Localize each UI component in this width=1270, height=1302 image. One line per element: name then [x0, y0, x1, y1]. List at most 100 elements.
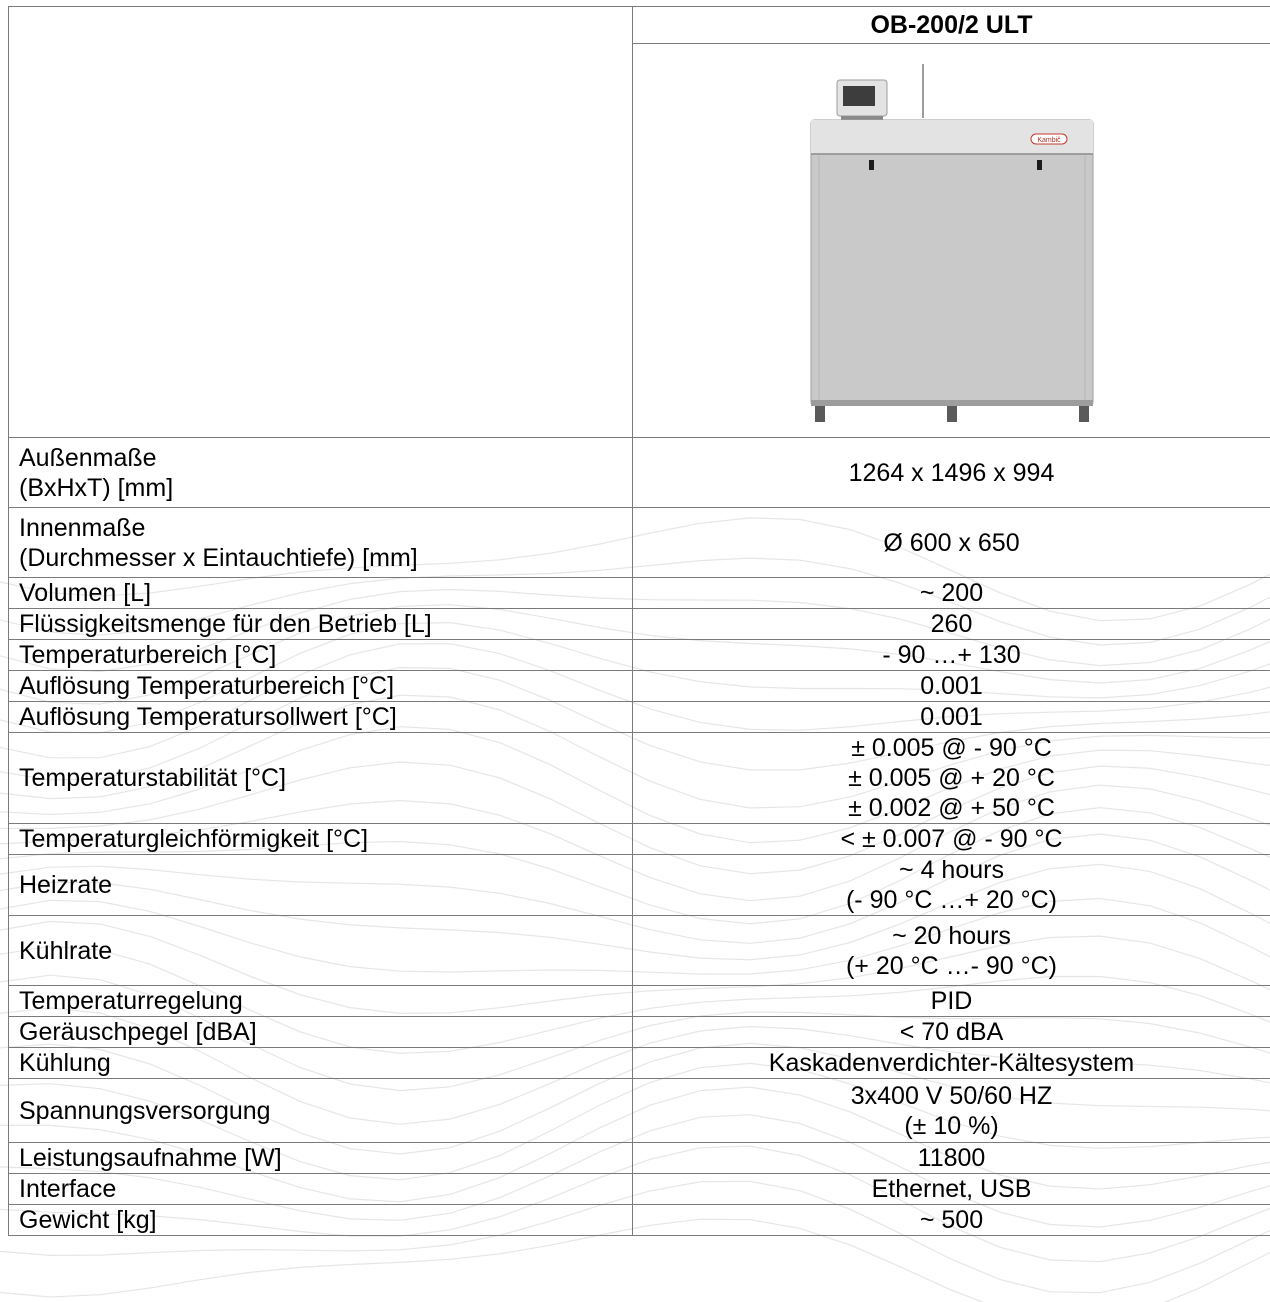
spec-label-line: Geräuschpegel [dBA]: [19, 1018, 257, 1046]
spec-value: < 70 dBA: [632, 1016, 1270, 1048]
spec-value: 3x400 V 50/60 HZ (± 10 %): [632, 1078, 1270, 1143]
spec-label-line: Heizrate: [19, 871, 113, 899]
spec-label: Kühlung: [8, 1047, 633, 1079]
control-screen: [842, 85, 875, 106]
spec-row: Temperaturstabilität [°C] ± 0.005 @ - 90 …: [8, 732, 1270, 824]
spec-row: Innenmaße (Durchmesser x Eintauchtiefe) […: [8, 507, 1270, 578]
spec-value: ~ 4 hours (- 90 °C …+ 20 °C): [632, 854, 1270, 916]
spec-label: Spannungsversorgung: [8, 1078, 633, 1143]
spec-label: Geräuschpegel [dBA]: [8, 1016, 633, 1048]
spec-value: 0.001: [632, 670, 1270, 702]
spec-value-line: ~ 200: [919, 579, 984, 607]
spec-row: Außenmaße (BxHxT) [mm] 1264 x 1496 x 994: [8, 437, 1270, 508]
spec-value-line: ± 0.002 @ + 50 °C: [848, 794, 1055, 822]
spec-row: Volumen [L] ~ 200: [8, 577, 1270, 609]
spec-label-line: Temperaturgleichförmigkeit [°C]: [19, 825, 369, 853]
spec-value: Ethernet, USB: [632, 1173, 1270, 1205]
spec-label-line: (Durchmesser x Eintauchtiefe) [mm]: [19, 543, 418, 572]
spec-row: Flüssigkeitsmenge für den Betrieb [L] 260: [8, 608, 1270, 640]
spec-label: Temperaturstabilität [°C]: [8, 732, 633, 824]
spec-label-line: Spannungsversorgung: [19, 1096, 271, 1125]
wheel-left: [814, 405, 825, 422]
spec-label-line: Außenmaße: [19, 443, 157, 472]
spec-label-line: Interface: [19, 1175, 117, 1203]
header-row: OB-200/2 ULT: [8, 6, 1270, 438]
spec-value-line: 260: [930, 610, 973, 638]
spec-row: Gewicht [kg] ~ 500: [8, 1204, 1270, 1236]
spec-value: Ø 600 x 650: [632, 507, 1270, 578]
spec-value: ± 0.005 @ - 90 °C ± 0.005 @ + 20 °C ± 0.00…: [632, 732, 1270, 824]
spec-label-line: Volumen [L]: [19, 579, 152, 607]
spec-label-line: Auflösung Temperaturbereich [°C]: [19, 672, 395, 700]
spec-row: Temperaturgleichförmigkeit [°C] < ± 0.007…: [8, 823, 1270, 855]
spec-value-line: 11800: [917, 1144, 986, 1172]
spec-value-line: (± 10 %): [904, 1111, 999, 1140]
spec-label-line: Auflösung Temperatursollwert [°C]: [19, 703, 397, 731]
product-image: Kambič: [796, 55, 1107, 426]
spec-value: 260: [632, 608, 1270, 640]
spec-value-line: 3x400 V 50/60 HZ: [850, 1081, 1053, 1110]
spec-label: Außenmaße (BxHxT) [mm]: [8, 437, 633, 508]
spec-value: PID: [632, 985, 1270, 1017]
spec-value: 11800: [632, 1142, 1270, 1174]
spec-value-line: < ± 0.007 @ - 90 °C: [840, 825, 1063, 853]
spec-label: Leistungsaufnahme [W]: [8, 1142, 633, 1174]
spec-label: Temperaturbereich [°C]: [8, 639, 633, 671]
spec-label: Auflösung Temperatursollwert [°C]: [8, 701, 633, 733]
spec-label-line: Temperaturregelung: [19, 987, 243, 1015]
spec-label-line: Temperaturstabilität [°C]: [19, 764, 287, 792]
spec-row: Kühlrate ~ 20 hours (+ 20 °C …- 90 °C): [8, 915, 1270, 986]
spec-label: Gewicht [kg]: [8, 1204, 633, 1236]
spec-label: Flüssigkeitsmenge für den Betrieb [L]: [8, 608, 633, 640]
spec-value: 0.001: [632, 701, 1270, 733]
spec-row: Spannungsversorgung 3x400 V 50/60 HZ (± 10…: [8, 1078, 1270, 1143]
spec-value-line: ± 0.005 @ - 90 °C: [851, 734, 1052, 762]
spec-label-line: Temperaturbereich [°C]: [19, 641, 277, 669]
spec-label: Heizrate: [8, 854, 633, 916]
spec-label-line: Innenmaße: [19, 513, 146, 542]
spec-value: ~ 500: [632, 1204, 1270, 1236]
spec-row: Heizrate ~ 4 hours (- 90 °C …+ 20 °C): [8, 854, 1270, 916]
spec-label-line: Leistungsaufnahme [W]: [19, 1144, 282, 1172]
spec-label-line: Flüssigkeitsmenge für den Betrieb [L]: [19, 610, 432, 638]
spec-row: Leistungsaufnahme [W] 11800: [8, 1142, 1270, 1174]
spec-value-line: PID: [930, 987, 973, 1015]
spec-value-line: - 90 …+ 130: [882, 641, 1021, 669]
spec-value-line: Ø 600 x 650: [883, 528, 1020, 557]
spec-value-line: 0.001: [920, 703, 983, 731]
spec-row: Temperaturbereich [°C] - 90 …+ 130: [8, 639, 1270, 671]
spec-value-line: 1264 x 1496 x 994: [848, 458, 1055, 487]
product-image-cell: Kambič: [632, 43, 1270, 438]
spec-label-line: Kühlung: [19, 1049, 111, 1077]
image-row: Kambič: [9, 43, 1270, 438]
spec-value-line: ~ 500: [919, 1206, 984, 1234]
spec-label-line: (BxHxT) [mm]: [19, 473, 174, 502]
spec-value-line: 0.001: [920, 672, 983, 700]
spec-value: < ± 0.007 @ - 90 °C: [632, 823, 1270, 855]
wheel-right: [1078, 405, 1089, 422]
spec-value-line: Ethernet, USB: [871, 1175, 1032, 1203]
spec-value: 1264 x 1496 x 994: [632, 437, 1270, 508]
spec-label: Temperaturgleichförmigkeit [°C]: [8, 823, 633, 855]
spec-row: Temperaturregelung PID: [8, 985, 1270, 1017]
spec-row: Geräuschpegel [dBA] < 70 dBA: [8, 1016, 1270, 1048]
spec-label: Auflösung Temperaturbereich [°C]: [8, 670, 633, 702]
spec-value-line: (- 90 °C …+ 20 °C): [845, 886, 1058, 914]
spec-value-line: ~ 4 hours: [899, 856, 1004, 884]
spec-label: Kühlrate: [8, 915, 633, 986]
spec-label-line: Gewicht [kg]: [19, 1206, 157, 1234]
spec-label: Innenmaße (Durchmesser x Eintauchtiefe) […: [8, 507, 633, 578]
wheel-middle: [946, 405, 957, 422]
spec-value: - 90 …+ 130: [632, 639, 1270, 671]
spec-row: Kühlung Kaskadenverdichter-Kältesystem: [8, 1047, 1270, 1079]
empty-corner-cell: [8, 6, 633, 438]
spec-value-line: ~ 20 hours: [892, 921, 1011, 950]
cabinet-body: [810, 119, 1093, 405]
brand-logo: Kambič: [1037, 137, 1061, 144]
spec-table: OB-200/2 ULT Kambič: [8, 6, 1270, 1236]
latch-left: [868, 159, 874, 170]
model-title: OB-200/2 ULT: [632, 6, 1270, 44]
spec-value: Kaskadenverdichter-Kältesystem: [632, 1047, 1270, 1079]
spec-label: Interface: [8, 1173, 633, 1205]
spec-value-line: < 70 dBA: [899, 1018, 1004, 1046]
